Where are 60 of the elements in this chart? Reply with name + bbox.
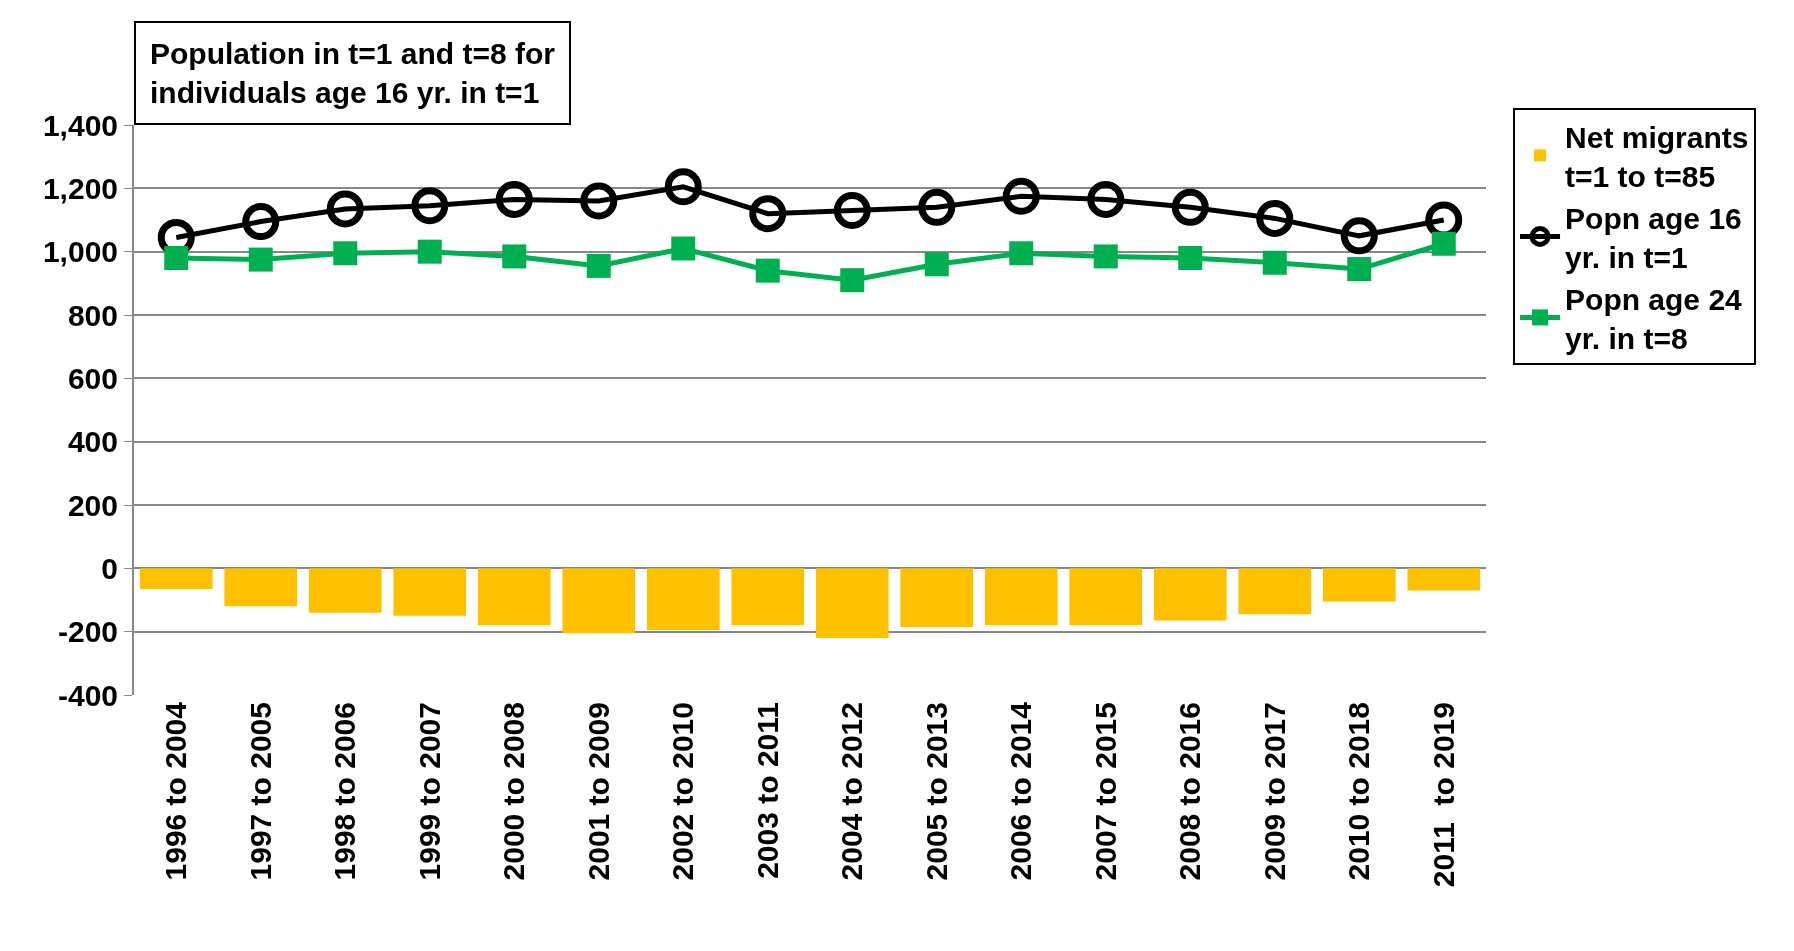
x-tick-label: 2003 to 2011 (750, 702, 784, 879)
point (411, 187, 449, 225)
x-tick-label: 2011 to 2019 (1426, 702, 1460, 888)
y-tick-label: 400 (67, 425, 118, 459)
point (1347, 257, 1372, 282)
point (924, 252, 949, 277)
point (749, 195, 787, 233)
point (1002, 177, 1040, 215)
x-tick-label: 2005 to 2013 (919, 702, 953, 881)
point (580, 182, 618, 220)
point (918, 188, 956, 226)
point (664, 168, 702, 206)
x-tick-label: 2010 to 2018 (1342, 702, 1375, 881)
y-tick-label: 0 (101, 551, 118, 585)
point (333, 241, 358, 266)
y-tick-label: 800 (67, 298, 118, 332)
point (1087, 180, 1125, 218)
point (1431, 231, 1456, 256)
legend-label: Popn age 24 yr. in t=8 (1565, 282, 1743, 355)
point (248, 247, 273, 272)
x-tick-label: 2000 to 2008 (497, 702, 530, 881)
point (755, 258, 780, 283)
x-tick-label: 2001 to 2009 (581, 702, 615, 881)
point (502, 244, 527, 269)
chart-title: Population in t=1 and t=8 for individuals age 16 yr. in t=1 (150, 37, 556, 109)
point (495, 180, 533, 218)
point (840, 268, 865, 293)
point (1009, 241, 1034, 266)
point (164, 246, 189, 270)
point (1262, 250, 1287, 275)
point (833, 192, 871, 229)
legend-label: Net migrants t=1 to t=85 (1565, 120, 1749, 193)
y-tick-label: 1,400 (42, 108, 118, 142)
point (671, 236, 696, 261)
y-tick-label: -200 (57, 615, 118, 649)
x-tick-label: 2008 to 2016 (1173, 702, 1206, 881)
y-tick-label: 200 (67, 488, 118, 522)
x-tick-label: 2004 to 2012 (835, 702, 868, 881)
point (242, 203, 280, 241)
x-tick-label: 1998 to 2006 (328, 702, 361, 881)
point (586, 253, 611, 278)
y-tick-label: 600 (67, 361, 118, 395)
point (1093, 244, 1118, 269)
point (1256, 199, 1294, 237)
point (1171, 188, 1209, 226)
legend-label: Popn age 16 yr. in t=1 (1565, 201, 1742, 274)
point (1178, 246, 1203, 270)
x-tick-label: 2009 to 2017 (1257, 702, 1291, 881)
y-tick-label: -400 (57, 678, 118, 712)
point (417, 239, 442, 264)
x-tick-label: 2002 to 2010 (666, 702, 699, 881)
x-tick-label: 2006 to 2014 (1004, 701, 1037, 881)
x-tick-label: 1996 to 2004 (159, 701, 192, 881)
x-tick-label: 2007 to 2015 (1088, 702, 1122, 881)
y-tick-label: 1,000 (42, 235, 118, 269)
x-tick-label: 1997 to 2005 (243, 702, 277, 881)
point (1340, 217, 1378, 255)
point (326, 190, 364, 228)
y-tick-label: 1,200 (42, 171, 118, 205)
x-tick-label: 1999 to 2007 (412, 702, 446, 881)
